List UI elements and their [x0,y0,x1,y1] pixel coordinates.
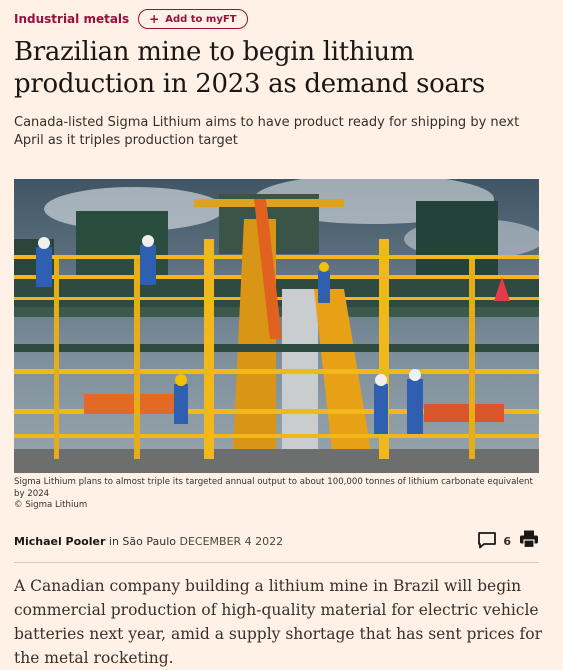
byline-row: Michael Pooler in São Paulo DECEMBER 4 2… [14,529,539,553]
plus-icon: + [149,12,160,26]
publish-date: DECEMBER 4 2022 [179,534,284,548]
comment-icon [477,531,497,552]
add-to-myft-label: Add to myFT [165,13,237,25]
article-body-paragraph: A Canadian company building a lithium mi… [14,577,542,667]
comment-count: 6 [503,534,511,548]
print-button[interactable] [519,529,539,553]
printer-icon [519,530,539,553]
comments-button[interactable]: 6 [477,531,511,552]
author-link[interactable]: Michael Pooler [14,534,106,548]
divider [14,562,539,563]
image-caption-block: Sigma Lithium plans to almost triple its… [14,477,542,512]
lithium-plant-illustration [14,179,539,473]
image-caption: Sigma Lithium plans to almost triple its… [14,477,533,499]
byline-location: in São Paulo [105,534,180,548]
article-standfirst: Canada-listed Sigma Lithium aims to have… [14,115,520,148]
image-credit: © Sigma Lithium [14,500,88,510]
article-tools: 6 [477,529,539,553]
article-headline: Brazilian mine to begin lithium producti… [14,37,485,99]
byline: Michael Pooler in São Paulo DECEMBER 4 2… [14,535,283,548]
topic-link[interactable]: Industrial metals [14,12,130,26]
add-to-myft-button[interactable]: + Add to myFT [138,9,248,29]
hero-image [14,179,539,473]
article-topic-row: Industrial metals + Add to myFT [14,9,248,29]
